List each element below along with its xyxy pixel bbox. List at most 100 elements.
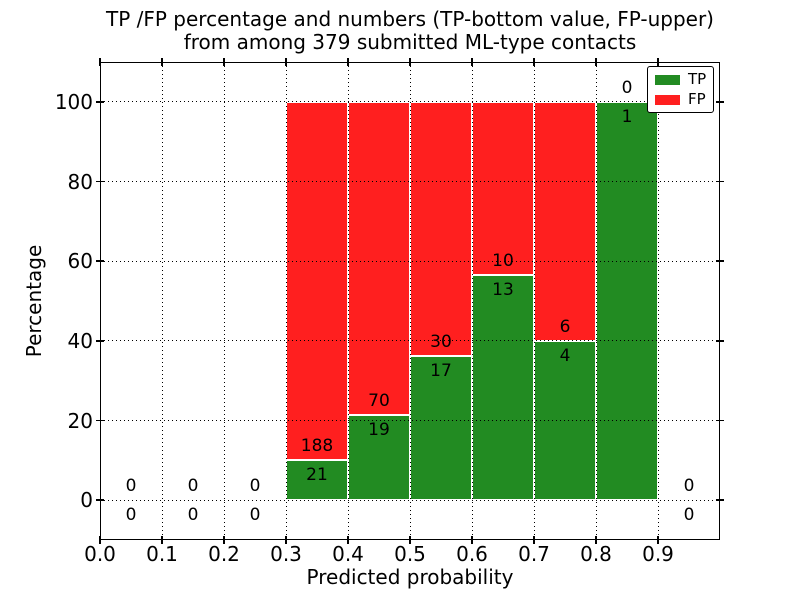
tp-legend-swatch [655,74,680,85]
y-axis-label: Percentage [22,244,46,358]
x-gridline [657,62,659,540]
x-tick [99,58,101,66]
x-tick-label: 0.1 [146,542,178,566]
legend-item-fp: FP [655,92,713,107]
x-tick [347,58,349,66]
tp-bar-segment [348,415,410,501]
fp-count-label: 70 [368,391,390,412]
plot-frame [100,62,720,540]
x-gridline [409,62,411,540]
fp-bar-segment [286,101,348,461]
fp-count-label: 0 [187,476,199,497]
x-gridline [161,62,163,540]
fp-count-label: 10 [492,251,514,272]
legend: TP FP [647,66,714,113]
y-tick-label: 60 [67,249,93,274]
tp-count-label: 21 [306,465,328,486]
fp-count-label: 0 [621,77,633,98]
fp-count-label: 0 [249,476,261,497]
fp-count-label: 0 [125,476,137,497]
tp-bar-segment [472,275,534,501]
x-gridline [595,62,597,540]
y-tick [716,419,724,422]
tp-count-label: 4 [559,345,571,366]
fp-legend-swatch [655,94,680,105]
y-tick-label: 20 [67,408,93,433]
x-tick [285,536,287,544]
x-tick-label: 0.2 [208,542,240,566]
tp-bar-segment [410,356,472,501]
tp-count-label: 0 [125,505,137,526]
y-tick [96,180,104,183]
tp-count-label: 0 [683,505,695,526]
y-tick-label: 0 [80,488,93,513]
x-tick [657,58,659,66]
y-tick [96,419,104,422]
y-tick [716,101,724,103]
x-tick [99,536,101,544]
tp-count-label: 0 [187,505,199,526]
y-tick-label: 100 [54,89,93,114]
fp-bar-segment [472,101,534,276]
y-tick [96,499,104,501]
x-axis-label: Predicted probability [306,565,514,589]
fp-count-label: 30 [430,332,452,353]
x-tick-label: 0.5 [394,542,426,566]
x-tick [471,536,473,544]
chart-title-line1: TP /FP percentage and numbers (TP-bottom… [106,7,714,31]
x-gridline [285,62,287,540]
chart-title: TP /FP percentage and numbers (TP-bottom… [100,8,720,54]
y-tick [716,499,724,501]
x-tick [471,58,473,66]
y-tick [716,180,724,183]
x-tick [409,58,411,66]
fp-count-label: 188 [300,436,334,457]
x-tick [657,536,659,544]
x-tick-label: 0.9 [642,542,674,566]
tp-count-label: 1 [621,106,633,127]
y-tick [716,260,724,262]
fp-bar-segment [534,101,596,341]
y-tick [96,101,104,103]
y-tick [96,340,104,342]
x-tick [595,536,597,544]
x-tick [223,536,225,544]
chart-title-line2: from among 379 submitted ML-type contact… [183,30,637,54]
x-tick [533,536,535,544]
x-gridline [223,62,225,540]
x-tick [161,536,163,544]
x-tick-label: 0.6 [456,542,488,566]
x-tick [595,58,597,66]
x-gridline [347,62,349,540]
fp-count-label: 0 [683,476,695,497]
x-gridline [533,62,535,540]
tp-bar-segment [286,460,348,501]
tp-count-label: 19 [368,420,390,441]
x-tick [347,536,349,544]
x-tick-label: 0.7 [518,542,550,566]
x-tick [161,58,163,66]
x-tick [409,536,411,544]
y-tick [716,340,724,342]
tp-count-label: 0 [249,505,261,526]
fp-count-label: 6 [559,316,571,337]
x-tick [533,58,535,66]
y-tick-label: 80 [67,169,93,194]
x-tick [223,58,225,66]
tp-count-label: 17 [430,361,452,382]
y-tick [96,260,104,262]
x-tick-label: 0.8 [580,542,612,566]
fp-legend-label: FP [688,90,706,108]
x-gridline [471,62,473,540]
x-tick-label: 0.4 [332,542,364,566]
y-tick-label: 40 [67,328,93,353]
x-tick-label: 0.0 [84,542,116,566]
x-tick [285,58,287,66]
x-tick-label: 0.3 [270,542,302,566]
fp-bar-segment [410,101,472,357]
tp-count-label: 13 [492,280,514,301]
legend-item-tp: TP [655,72,713,87]
tp-legend-label: TP [688,70,707,88]
